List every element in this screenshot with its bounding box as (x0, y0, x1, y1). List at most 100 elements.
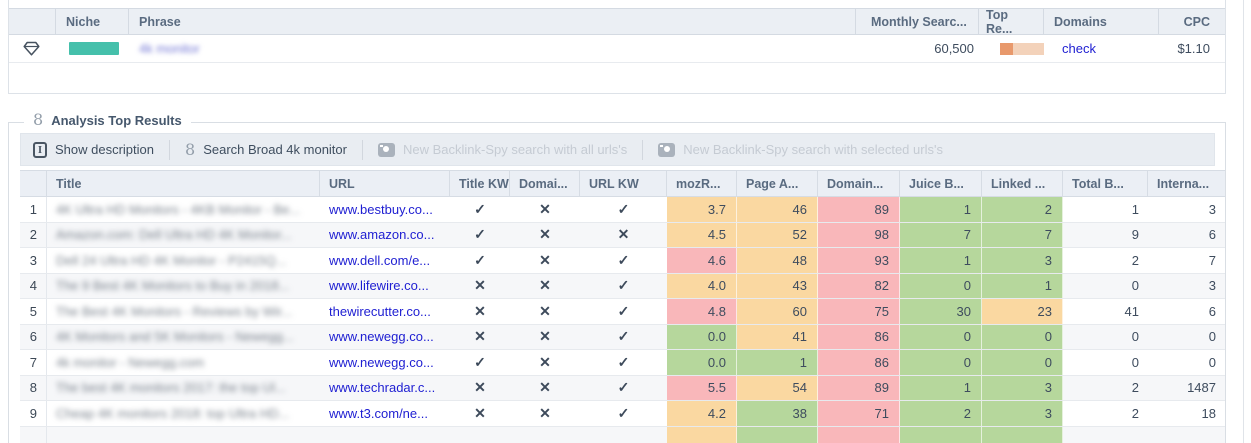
total-backlinks-cell: 1 (1131, 201, 1139, 217)
juice-cell: 2 (900, 401, 982, 426)
result-url-cell: www.newegg.co... (320, 325, 450, 350)
table-row[interactable]: 5 The Best 4K Monitors - Reviews by Wir..… (20, 299, 1225, 325)
result-url-link[interactable]: www.lifewire.co... (329, 278, 429, 294)
col-title-kw[interactable]: Title KW (450, 171, 510, 196)
row-number-cell: 3 (20, 248, 47, 273)
result-title-cell: 4K Ultra HD Monitors - 4KB Monitor - Be.… (47, 197, 320, 222)
domain-authority-cell: 98 (818, 222, 900, 247)
domains-cell: check (1044, 35, 1159, 62)
table-row[interactable]: 8 The best 4K monitors 2017: the top Ul..… (20, 375, 1225, 401)
table-row[interactable]: 6 4K Monitors and 5K Monitors - Newegg...… (20, 324, 1225, 350)
result-title-blurred: The best 4K monitors 2017: the top Ul... (56, 380, 286, 396)
keyword-icon-cell (9, 35, 56, 62)
col-cpc[interactable]: CPC (1183, 14, 1210, 29)
result-url-cell (320, 427, 450, 443)
right-edge-divider (1243, 0, 1244, 443)
col-page-authority[interactable]: Page A... (737, 171, 818, 196)
keyword-table-panel: Niche Phrase Monthly Searc... Top Re... … (8, 0, 1226, 94)
col-domain-kw[interactable]: Domai... (510, 171, 580, 196)
result-url-link[interactable]: thewirecutter.co... (329, 303, 431, 319)
domain-authority-cell: 75 (818, 299, 900, 324)
title-kw-mark (450, 427, 510, 443)
col-juice-backlinks[interactable]: Juice B... (900, 171, 982, 196)
show-description-button[interactable]: I Show description (21, 134, 166, 165)
result-title-cell: 4k monitor - Newegg.com (47, 350, 320, 375)
col-phrase[interactable]: Phrase (129, 9, 856, 34)
mozrank-cell: 4.2 (667, 401, 737, 426)
domain-kw-mark: ✕ (539, 302, 551, 319)
title-kw-mark: ✕ (474, 328, 486, 345)
domain-authority-cell: 93 (818, 248, 900, 273)
domains-check-link[interactable]: check (1062, 41, 1096, 56)
mozrank-cell: 4.0 (667, 273, 737, 298)
table-row[interactable]: 3 Dell 24 Ultra HD 4K Monitor - P2415Q...… (20, 248, 1225, 274)
result-url-link[interactable]: www.t3.com/ne... (329, 405, 428, 421)
page-authority-cell: 46 (737, 197, 818, 222)
mozrank-cell (667, 426, 737, 443)
result-url-link[interactable]: www.techradar.c... (329, 380, 436, 396)
niche-redacted-block (69, 42, 119, 55)
row-number-cell: 4 (20, 273, 47, 298)
row-number-cell: 1 (20, 197, 47, 222)
title-kw-mark: ✓ (474, 226, 486, 243)
result-url-link[interactable]: www.bestbuy.co... (329, 201, 433, 217)
col-url-kw[interactable]: URL KW (580, 171, 667, 196)
domain-kw-mark: ✕ (539, 277, 551, 294)
result-title-blurred: Cheap 4K monitors 2018: top Ultra HD... (56, 405, 290, 421)
table-row[interactable]: 2 Amazon.com: Dell Ultra HD 4K Monitor...… (20, 222, 1225, 248)
juice-cell: 0 (900, 324, 982, 349)
result-url-link[interactable]: www.newegg.co... (329, 354, 434, 370)
col-top-results[interactable]: Top Re... (979, 8, 1044, 36)
serp-8-icon: 8 (185, 139, 196, 159)
result-url-cell: www.techradar.c... (320, 376, 450, 401)
col-total-backlinks[interactable]: Total B... (1063, 171, 1148, 196)
col-domains[interactable]: Domains (1044, 9, 1159, 34)
search-broad-button[interactable]: 8 Search Broad 4k monitor (173, 134, 359, 165)
col-niche[interactable]: Niche (56, 9, 129, 34)
domain-kw-mark: ✕ (539, 353, 551, 370)
keyword-table-header: Niche Phrase Monthly Searc... Top Re... … (9, 8, 1225, 36)
result-url-link[interactable]: www.dell.com/e... (329, 252, 431, 268)
result-url-link[interactable]: www.amazon.co... (329, 227, 435, 243)
row-number-cell (20, 426, 47, 443)
linked-cell: 23 (982, 299, 1063, 324)
result-url-cell: www.amazon.co... (320, 223, 450, 248)
internal-links-cell: 0 (1208, 354, 1216, 370)
col-icon[interactable] (9, 9, 56, 34)
results-grid-header: Title URL Title KW Domai... URL KW mozR.… (20, 170, 1225, 197)
page-authority-cell: 52 (737, 222, 818, 247)
row-number-cell: 8 (20, 375, 47, 400)
col-monthly-searches[interactable]: Monthly Searc... (856, 9, 979, 34)
domain-authority-cell: 89 (818, 375, 900, 400)
page-authority-cell: 1 (737, 350, 818, 375)
result-url-link[interactable]: www.newegg.co... (329, 329, 434, 345)
col-url[interactable]: URL (320, 171, 450, 196)
col-title[interactable]: Title (47, 171, 320, 196)
table-row[interactable]: 1 4K Ultra HD Monitors - 4KB Monitor - Be… (20, 197, 1225, 223)
col-domain-authority[interactable]: Domain... (818, 171, 900, 196)
table-row[interactable]: 9 Cheap 4K monitors 2018: top Ultra HD...… (20, 401, 1225, 427)
row-number-cell: 2 (20, 222, 47, 247)
phrase-cell: 4k monitor (129, 35, 856, 62)
backlink-spy-all-button[interactable]: New Backlink-Spy search with all urls's (366, 134, 639, 165)
top-results-bar (1000, 42, 1044, 55)
table-row[interactable]: 4 The 9 Best 4K Monitors to Buy in 2018..… (20, 273, 1225, 299)
url-kw-mark: ✓ (617, 328, 630, 345)
internal-links-cell: 3 (1208, 278, 1216, 294)
juice-cell: 0 (900, 273, 982, 298)
result-url-cell: www.newegg.co... (320, 350, 450, 375)
col-linked[interactable]: Linked ... (982, 171, 1063, 196)
table-row[interactable] (20, 426, 1225, 443)
keyword-row[interactable]: 4k monitor 60,500 check $1.10 (9, 35, 1225, 63)
col-mozrank[interactable]: mozR... (667, 171, 737, 196)
juice-cell (900, 426, 982, 443)
table-row[interactable]: 7 4k monitor - Newegg.com www.newegg.co...… (20, 350, 1225, 376)
backlink-spy-selected-button[interactable]: New Backlink-Spy search with selected ur… (646, 134, 955, 165)
juice-cell: 30 (900, 299, 982, 324)
toolbar-separator (361, 139, 363, 160)
result-title-blurred: 4K Ultra HD Monitors - 4KB Monitor - Be.… (56, 201, 301, 217)
col-internal[interactable]: Interna... (1157, 176, 1210, 191)
linked-cell (982, 426, 1063, 443)
niche-cell (56, 35, 129, 62)
title-kw-mark: ✓ (474, 200, 486, 217)
